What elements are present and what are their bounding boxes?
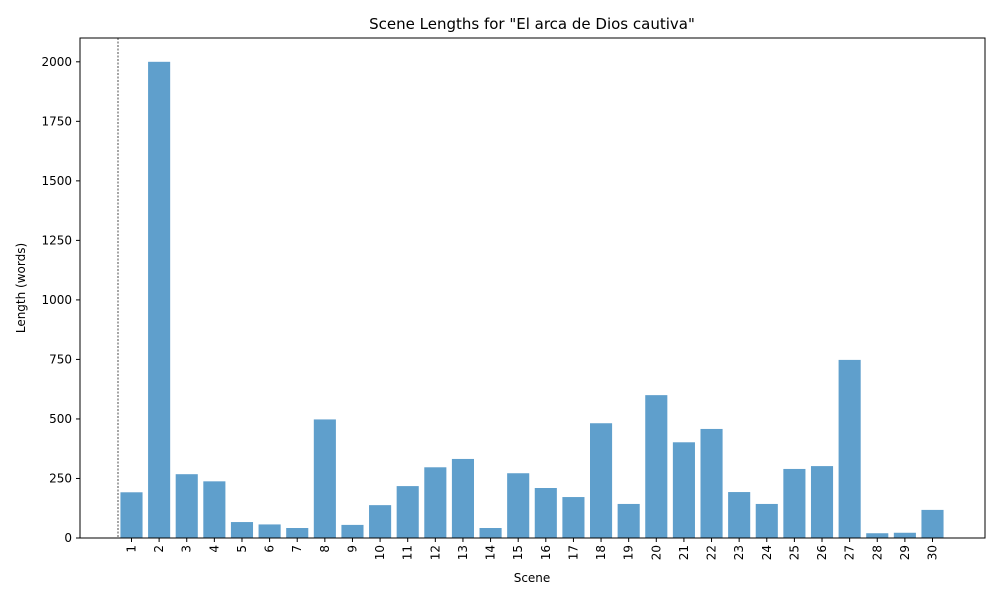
x-tick-label: 25 — [787, 545, 801, 560]
bar-scene-27 — [838, 359, 861, 538]
bar-scene-15 — [507, 473, 530, 538]
y-tick-label: 750 — [49, 352, 72, 366]
bar-scene-30 — [921, 509, 944, 538]
y-tick-label: 1500 — [41, 174, 72, 188]
x-tick-label: 10 — [373, 545, 387, 560]
bar-scene-1 — [120, 492, 143, 538]
chart-title: Scene Lengths for "El arca de Dios cauti… — [369, 15, 695, 33]
x-ticks-group: 1 2 3 4 5 6 7 8 9 10 11 12 13 14 15 16 17 18 19 20 21 22 23 24 2… — [125, 538, 940, 560]
y-tick-label: 250 — [49, 471, 72, 485]
x-tick-label: 8 — [318, 545, 332, 553]
plot-frame — [79, 37, 986, 539]
y-tick-label: 1250 — [41, 233, 72, 247]
x-tick-label: 15 — [511, 545, 525, 560]
bar-scene-20 — [645, 395, 668, 538]
x-tick-label: 1 — [125, 545, 139, 553]
x-tick-label: 27 — [843, 545, 857, 560]
bar-scene-28 — [866, 533, 889, 538]
x-tick-label: 7 — [290, 545, 304, 553]
bar-scene-4 — [203, 481, 226, 538]
y-tick-label: 2000 — [41, 55, 72, 69]
x-tick-label: 11 — [401, 545, 415, 560]
bar-scene-5 — [230, 522, 254, 538]
bar-scene-12 — [424, 467, 447, 538]
bar-scene-25 — [783, 468, 806, 538]
x-tick-label: 19 — [622, 545, 636, 560]
bars-group — [120, 61, 944, 539]
bar-scene-29 — [893, 532, 916, 538]
x-tick-label: 24 — [760, 545, 774, 560]
x-tick-label: 21 — [677, 545, 691, 560]
bar-scene-13 — [451, 458, 474, 538]
x-tick-label: 28 — [870, 545, 884, 560]
x-tick-label: 9 — [345, 545, 359, 553]
bar-scene-7 — [286, 528, 309, 538]
y-axis-label: Length (words) — [14, 243, 28, 333]
x-tick-label: 17 — [566, 545, 580, 560]
bar-scene-2 — [148, 61, 171, 539]
bar-scene-26 — [810, 466, 834, 538]
bar-scene-10 — [369, 505, 392, 538]
bar-scene-14 — [479, 528, 502, 538]
x-tick-label: 30 — [926, 545, 940, 560]
bar-scene-17 — [562, 497, 585, 538]
x-axis-label: Scene — [514, 571, 551, 585]
y-ticks-group: 0 250 500 750 1000 1250 1500 1750 2000 — [41, 55, 80, 545]
bar-scene-9 — [341, 524, 364, 538]
x-tick-label: 23 — [732, 545, 746, 560]
bar-scene-24 — [755, 503, 778, 538]
bar-scene-16 — [534, 488, 557, 538]
x-tick-label: 16 — [539, 545, 553, 560]
x-tick-label: 20 — [649, 545, 663, 560]
bar-scene-3 — [175, 474, 198, 538]
bar-scene-6 — [258, 524, 281, 538]
y-tick-label: 1750 — [41, 114, 72, 128]
y-tick-label: 0 — [64, 531, 72, 545]
x-tick-label: 26 — [815, 545, 829, 560]
x-tick-label: 2 — [152, 545, 166, 553]
x-tick-label: 22 — [705, 545, 719, 560]
bar-scene-18 — [590, 423, 613, 538]
bar-scene-22 — [700, 428, 723, 538]
x-tick-label: 6 — [263, 545, 277, 553]
bar-scene-21 — [672, 442, 695, 538]
bar-scene-8 — [313, 419, 336, 538]
x-tick-label: 5 — [235, 545, 249, 553]
x-tick-label: 12 — [428, 545, 442, 560]
y-tick-label: 500 — [49, 412, 72, 426]
bar-scene-11 — [396, 486, 419, 538]
bar-scene-19 — [617, 503, 640, 538]
bar-scene-23 — [728, 492, 751, 538]
x-tick-label: 4 — [207, 545, 221, 553]
x-tick-label: 13 — [456, 545, 470, 560]
y-tick-label: 1000 — [41, 293, 72, 307]
x-tick-label: 29 — [898, 545, 912, 560]
x-tick-label: 14 — [484, 545, 498, 560]
x-tick-label: 3 — [180, 545, 194, 553]
x-tick-label: 18 — [594, 545, 608, 560]
